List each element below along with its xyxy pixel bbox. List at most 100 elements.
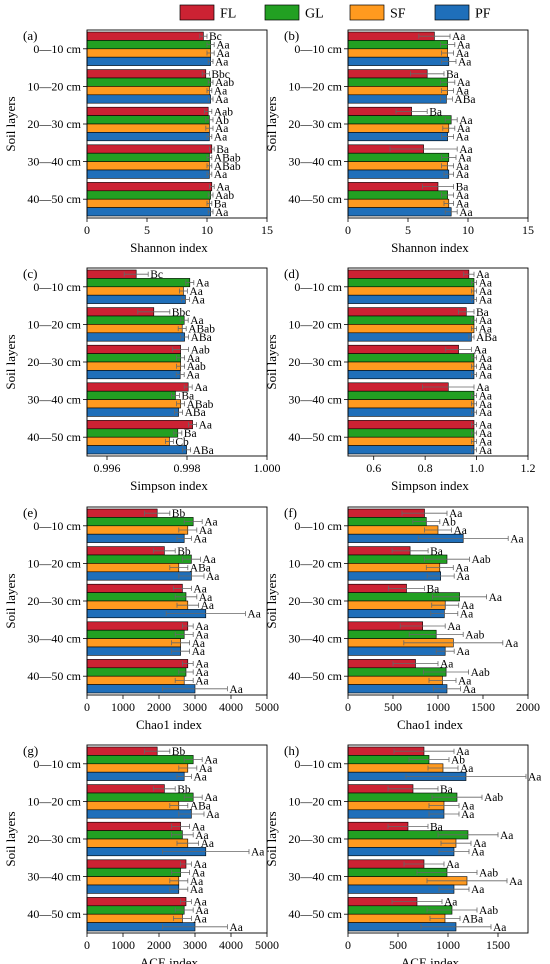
significance-label: Aa <box>192 646 205 658</box>
x-axis-title: ACE index <box>401 955 460 964</box>
significance-label: Aa <box>215 207 228 219</box>
x-tick-label: 1.2 <box>521 461 536 475</box>
significance-label: ABa <box>454 94 475 106</box>
significance-label: Aa <box>195 905 208 917</box>
plot-frame <box>347 744 529 934</box>
significance-label: Aa <box>461 809 474 821</box>
bar-gl <box>86 77 211 87</box>
plot-frame <box>86 744 268 934</box>
significance-label: Aa <box>459 207 472 219</box>
category-group: Aa Aab Aa Aa 30—40 cm <box>288 859 522 896</box>
significance-label: Aab <box>472 554 491 566</box>
significance-label: Aa <box>460 609 473 621</box>
x-axis-title: Chao1 index <box>397 717 464 732</box>
significance-label: Aa <box>214 86 227 98</box>
significance-label: Aa <box>190 315 203 327</box>
significance-label: Aab <box>187 361 206 373</box>
legend-item-pf: PF <box>434 4 491 22</box>
significance-label: Aa <box>229 684 242 696</box>
x-tick-label: 15 <box>261 223 273 237</box>
x-tick-label: 0 <box>84 223 90 237</box>
legend-label: PF <box>475 7 491 22</box>
legend-swatch <box>179 4 215 21</box>
significance-label: ABa <box>190 801 211 813</box>
bar-sf <box>347 161 448 171</box>
y-axis-title: Soil layers <box>264 811 279 866</box>
significance-label: Aa <box>216 40 229 52</box>
significance-label: ABa <box>190 563 211 575</box>
y-tick-label: 30—40 cm <box>27 632 81 646</box>
y-tick-label: 30—40 cm <box>27 393 81 407</box>
significance-label: Aa <box>456 198 469 210</box>
significance-label: Aa <box>479 324 492 336</box>
bar-sf <box>347 86 448 96</box>
significance-label: Aa <box>199 525 212 537</box>
significance-label: ABab <box>188 324 215 336</box>
significance-label: Aa <box>215 56 228 68</box>
significance-label: Aa <box>195 675 208 687</box>
bar-gl <box>86 190 211 200</box>
bar-pf <box>347 294 475 304</box>
significance-label: Aa <box>193 859 206 871</box>
bar-gl <box>347 428 475 438</box>
significance-label: Aa <box>459 144 472 156</box>
bar-pf <box>86 809 192 819</box>
panel-letter: (g) <box>23 743 38 758</box>
bar-pf <box>86 646 181 656</box>
bar-pf <box>347 169 450 179</box>
significance-label: Aa <box>479 286 492 298</box>
y-tick-label: 20—30 cm <box>27 355 81 369</box>
bar-fl <box>347 307 467 317</box>
category-group: Aa Aab Aa Aa 30—40 cm <box>288 621 518 658</box>
bar-pf <box>347 884 455 894</box>
panel-letter: (c) <box>23 266 37 281</box>
x-axis-title: Chao1 index <box>136 717 203 732</box>
significance-label: Aa <box>476 382 489 394</box>
significance-label: Aa <box>456 746 469 758</box>
significance-label: Aa <box>473 838 486 850</box>
y-axis-title: Soil layers <box>264 573 279 628</box>
y-tick-label: 0—10 cm <box>33 519 81 533</box>
bar-sf <box>347 123 450 133</box>
bar-gl <box>86 592 187 602</box>
x-tick-label: 500 <box>384 700 402 714</box>
y-axis-title: Soil layers <box>264 334 279 389</box>
significance-label: Aa <box>456 161 469 173</box>
y-tick-label: 20—30 cm <box>27 832 81 846</box>
significance-label: Bbc <box>211 69 230 81</box>
y-tick-label: 10—20 cm <box>27 556 81 570</box>
bar-sf <box>86 913 183 923</box>
panel-letter: (h) <box>284 743 299 758</box>
bar-fl <box>86 69 207 79</box>
significance-label: Aa <box>455 563 468 575</box>
significance-label: Ba <box>181 390 194 402</box>
significance-label: Aa <box>456 48 469 60</box>
bar-pf <box>86 207 211 217</box>
significance-label: Aa <box>193 533 206 545</box>
significance-label: Aa <box>447 621 460 633</box>
bar-pf <box>86 533 185 543</box>
significance-label: Aa <box>509 876 522 888</box>
significance-label: ABa <box>191 332 212 344</box>
significance-label: Aa <box>458 56 471 68</box>
y-tick-label: 20—30 cm <box>288 117 342 131</box>
plot-frame <box>347 29 529 219</box>
bar-gl <box>347 40 448 50</box>
y-tick-label: 30—40 cm <box>288 632 342 646</box>
bar-pf <box>347 207 452 217</box>
x-tick-label: 10 <box>462 223 474 237</box>
significance-label: Aa <box>216 182 229 194</box>
bar-fl <box>86 897 187 907</box>
x-axis-title: Simpson index <box>130 478 208 493</box>
bar-sf <box>86 286 184 296</box>
x-tick-label: 5 <box>405 223 411 237</box>
